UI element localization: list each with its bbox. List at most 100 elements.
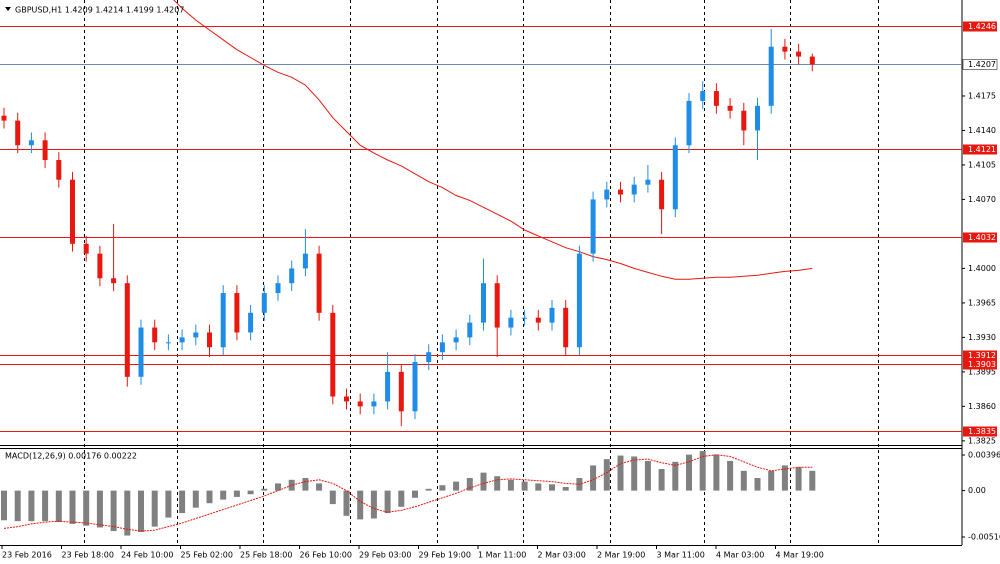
level-label-box (963, 232, 997, 243)
candle-body (165, 342, 171, 344)
candle-body (248, 312, 254, 333)
candle-body (302, 253, 308, 269)
candle-body (727, 105, 733, 111)
x-tick-label: 26 Feb 10:00 (300, 551, 352, 560)
macd-bar (343, 490, 350, 516)
candle-body (344, 396, 349, 402)
candle-body (576, 253, 582, 348)
candle-body (28, 140, 34, 146)
macd-bar (398, 490, 405, 507)
macd-bar (1, 490, 7, 521)
macd-bar (247, 490, 254, 495)
candle-body (494, 283, 500, 328)
macd-bar (151, 490, 158, 527)
x-tick-label: 3 Mar 11:00 (657, 551, 705, 560)
level-label: 1.3912 (968, 351, 996, 360)
candle-body (590, 199, 596, 254)
level-label: 1.3903 (968, 360, 996, 369)
macd-bar (124, 490, 131, 536)
macd-bar (439, 485, 446, 491)
macd-bar (110, 490, 117, 532)
macd-bar (329, 490, 336, 505)
macd-bar (809, 470, 816, 491)
macd-bar (138, 490, 144, 532)
macd-bar (617, 455, 624, 491)
y-tick-label: 1.4105 (968, 160, 996, 169)
macd-bar (233, 490, 240, 497)
candle-body (755, 105, 760, 131)
macd-bar (466, 478, 473, 491)
macd-bar (603, 459, 610, 491)
candle-body (330, 312, 336, 397)
candle-body (261, 293, 267, 313)
candle-body (316, 253, 322, 313)
candle-body (42, 140, 48, 161)
y-tick-label: 1.4000 (968, 264, 996, 273)
macd-bar (781, 465, 788, 491)
candle-body (385, 371, 391, 402)
candle-body (56, 160, 62, 180)
level-label: 1.4246 (968, 22, 996, 31)
y-tick-label: 1.3825 (968, 436, 996, 445)
macd-bar (261, 488, 268, 491)
x-tick-label: 23 Feb 2016 (2, 551, 52, 560)
candle-body (713, 91, 719, 106)
candle-body (426, 352, 432, 363)
y-tick-label: 1.4070 (968, 195, 996, 204)
x-tick-label: 25 Feb 18:00 (240, 551, 292, 560)
candle-body (138, 327, 144, 377)
macd-bar (28, 490, 35, 522)
macd-bar (699, 451, 706, 491)
candle-body (467, 322, 473, 338)
y-tick-label: 1.3895 (968, 367, 996, 376)
candle-body (357, 401, 363, 407)
macd-bar (727, 460, 734, 491)
candle-body (1, 115, 7, 121)
macd-bar (535, 483, 542, 491)
macd-bar (206, 490, 213, 504)
macd-bar (425, 488, 432, 491)
y-tick-label: 1.4175 (968, 91, 996, 100)
macd-bar (631, 456, 638, 491)
macd-bar (370, 490, 377, 519)
x-tick-label: 2 Mar 03:00 (538, 551, 586, 560)
candle-body (782, 46, 788, 52)
candle-body (522, 317, 528, 319)
candle-body (618, 189, 623, 195)
candle-body (83, 243, 89, 254)
candle-body (398, 371, 404, 412)
macd-title: MACD(12,26,9) 0.00176 0.00222 (5, 452, 137, 461)
level-label-box (963, 426, 997, 437)
candle-body (371, 401, 377, 407)
candle-body (672, 145, 678, 210)
y-tick-label: 1.3965 (968, 298, 996, 307)
candle-body (563, 307, 569, 348)
level-label-box (963, 359, 997, 370)
price-pane (0, 0, 962, 432)
macd-bar (55, 490, 62, 523)
candle-body (179, 337, 185, 343)
x-tick-label: 4 Mar 19:00 (776, 551, 824, 560)
macd-bar (768, 470, 775, 491)
macd-bar (220, 490, 227, 500)
candle-body (15, 120, 21, 146)
candle-body (152, 327, 158, 343)
macd-bar (658, 469, 665, 491)
macd-bar (42, 490, 49, 522)
y-tick-label: 1.3860 (968, 402, 996, 411)
macd-bar (316, 483, 323, 491)
x-tick-label: 29 Feb 03:00 (359, 551, 411, 560)
candle-body (70, 179, 75, 244)
candle-body (234, 293, 240, 333)
macd-bar (83, 490, 90, 526)
x-tick-label: 24 Feb 10:00 (121, 551, 173, 560)
candle-body (631, 184, 637, 195)
candle-body (686, 100, 692, 146)
macd-bar (644, 460, 651, 491)
macd-bar (412, 490, 418, 498)
macd-bar (672, 461, 679, 491)
x-tick-label: 25 Feb 02:00 (181, 551, 233, 560)
macd-bar (590, 465, 597, 491)
candle-body (549, 307, 555, 323)
